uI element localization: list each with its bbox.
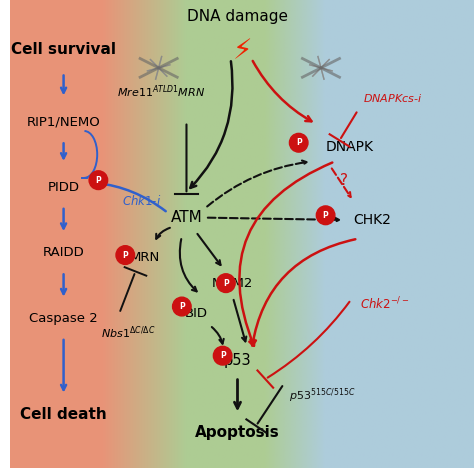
Text: Cell death: Cell death bbox=[20, 407, 107, 422]
Circle shape bbox=[116, 246, 135, 264]
Text: P: P bbox=[95, 176, 101, 185]
Text: P: P bbox=[179, 302, 185, 311]
Circle shape bbox=[213, 346, 232, 365]
Text: Cell survival: Cell survival bbox=[11, 42, 116, 57]
Text: ?: ? bbox=[340, 173, 348, 188]
Text: MDM2: MDM2 bbox=[212, 277, 254, 290]
Text: $p53^{515C/515C}$: $p53^{515C/515C}$ bbox=[289, 386, 355, 405]
Text: $Chk1$-$i$: $Chk1$-$i$ bbox=[121, 194, 161, 208]
Text: DNA damage: DNA damage bbox=[187, 9, 288, 24]
Text: BID: BID bbox=[184, 307, 207, 320]
Circle shape bbox=[89, 171, 108, 190]
Text: P: P bbox=[220, 351, 226, 360]
Text: $Chk2^{-/-}$: $Chk2^{-/-}$ bbox=[360, 296, 410, 313]
Text: Caspase 2: Caspase 2 bbox=[29, 312, 98, 325]
Text: P: P bbox=[223, 278, 229, 288]
Circle shape bbox=[316, 206, 335, 225]
Text: DNAPK: DNAPK bbox=[326, 140, 374, 154]
Text: CHK2: CHK2 bbox=[354, 213, 392, 227]
Text: $DNAPKcs$-$i$: $DNAPKcs$-$i$ bbox=[363, 92, 422, 104]
Text: MRN: MRN bbox=[129, 251, 160, 264]
Text: P: P bbox=[122, 250, 128, 260]
Text: Apoptosis: Apoptosis bbox=[195, 425, 280, 440]
Text: p53: p53 bbox=[224, 353, 251, 368]
Circle shape bbox=[290, 133, 308, 152]
Text: PIDD: PIDD bbox=[47, 181, 80, 194]
Circle shape bbox=[173, 297, 191, 316]
Text: P: P bbox=[296, 138, 301, 147]
Text: P: P bbox=[323, 211, 328, 220]
Text: ⚡: ⚡ bbox=[232, 37, 252, 66]
Text: ATM: ATM bbox=[171, 210, 202, 225]
Text: $Nbs1^{\Delta C/\Delta C}$: $Nbs1^{\Delta C/\Delta C}$ bbox=[100, 324, 155, 341]
Text: RIP1/NEMO: RIP1/NEMO bbox=[27, 115, 100, 128]
Circle shape bbox=[217, 274, 235, 292]
Text: RAIDD: RAIDD bbox=[43, 246, 84, 259]
Text: $Mre11^{ATLD1}$MRN: $Mre11^{ATLD1}$MRN bbox=[117, 83, 205, 100]
